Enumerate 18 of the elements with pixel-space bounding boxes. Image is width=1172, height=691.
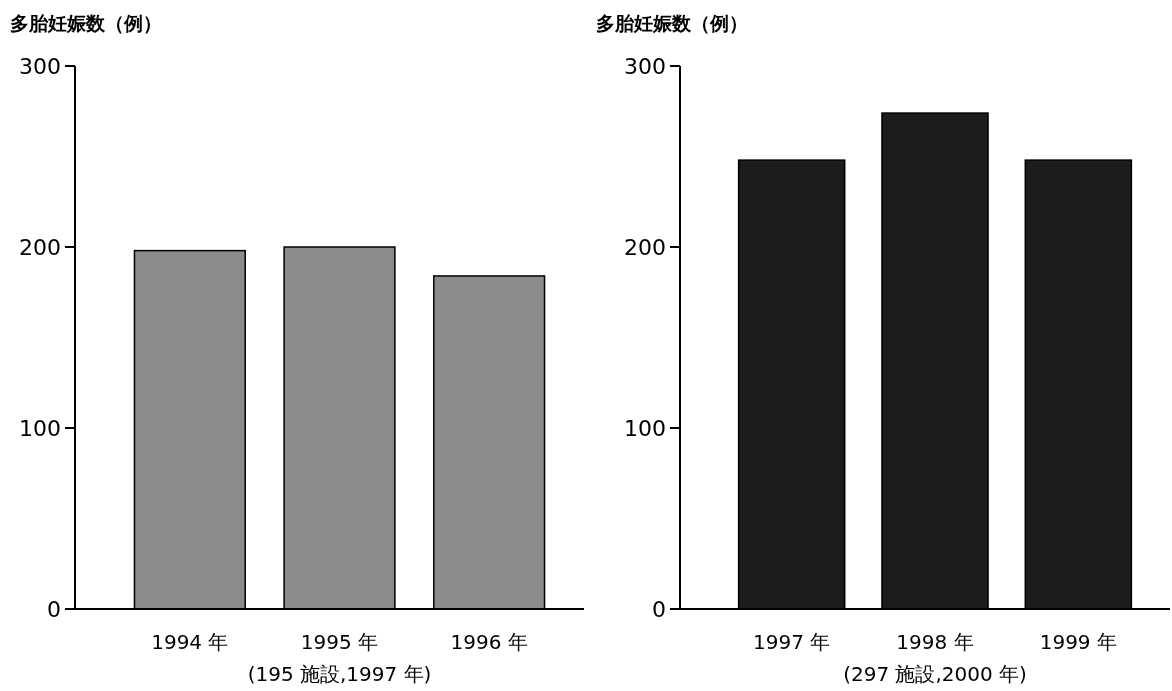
x-tick-label: 1996 年 [450, 630, 528, 654]
y-tick-label: 300 [19, 54, 61, 79]
y-tick-label: 0 [47, 597, 61, 622]
text: (195 施設,1997 年) [247, 662, 432, 686]
y-tick-label: 200 [624, 235, 666, 260]
y-tick-label: 100 [624, 416, 666, 441]
y-tick-label: 200 [19, 235, 61, 260]
y-axis-title: 多胎妊娠数（例） [596, 12, 748, 34]
y-tick-label: 0 [652, 597, 666, 622]
y-tick-label: 300 [624, 54, 666, 79]
x-tick-label: 1999 年 [1039, 630, 1117, 654]
x-tick-label: 1997 年 [753, 630, 831, 654]
x-tick-label: 1994 年 [151, 630, 229, 654]
y-tick-label: 100 [19, 416, 61, 441]
y-axis-title: 多胎妊娠数（例） [10, 12, 162, 34]
text: (297 施設,2000 年) [843, 662, 1027, 686]
x-tick-label: 1998 年 [896, 630, 974, 654]
x-tick-label: 1995 年 [300, 630, 379, 654]
